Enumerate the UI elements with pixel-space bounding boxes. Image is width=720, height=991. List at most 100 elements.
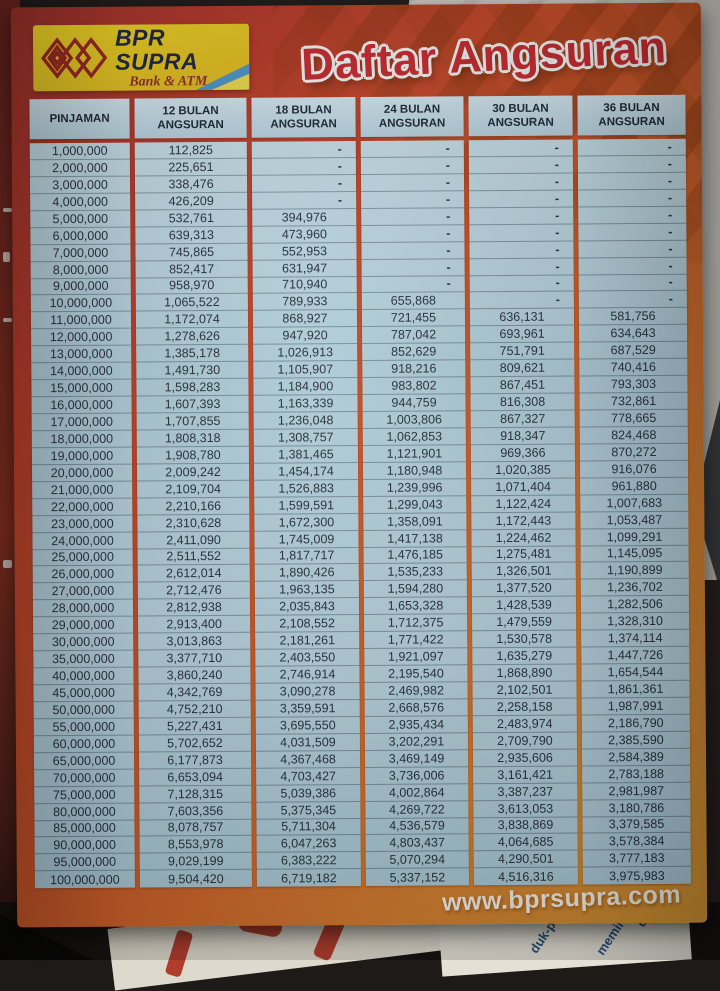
installment-cell: 751,791 <box>470 342 575 361</box>
installment-cell: 969,366 <box>470 444 575 463</box>
installment-cell: - <box>578 189 687 208</box>
column-header: 36 BULAN ANGSURAN <box>577 94 686 136</box>
installment-cell: 1,808,318 <box>136 429 249 448</box>
installment-cell: 4,752,210 <box>138 700 251 719</box>
installment-cell: 6,047,263 <box>256 835 361 854</box>
installment-cell: 1,172,443 <box>471 512 576 530</box>
installment-cell: 3,013,863 <box>138 632 251 651</box>
installment-cell: 655,868 <box>361 292 465 311</box>
installment-cell: 5,337,152 <box>389 870 446 885</box>
installment-cell: 1,180,948 <box>362 462 467 480</box>
installment-cell: 5,227,431 <box>138 717 251 736</box>
installment-cell: 3,161,421 <box>473 766 578 784</box>
installment-cell: 787,042 <box>362 326 466 345</box>
installment-cell: 1,299,043 <box>363 495 467 514</box>
installment-cell: - <box>577 155 686 174</box>
installment-cell: 3,469,149 <box>364 749 469 768</box>
installment-cell: 1,428,539 <box>471 596 577 615</box>
installment-cell: 3,838,869 <box>473 816 578 835</box>
installment-cell: - <box>578 206 687 225</box>
flyer: BPR SUPRA Bank & ATM Daftar Angsuran PIN… <box>10 2 708 928</box>
loan-amount-cell: 95,000,000 <box>34 853 135 872</box>
table-column: 24 BULAN ANGSURAN - - - - - - - - -655,868 721,455… <box>360 96 469 887</box>
installment-cell: 4,703,427 <box>256 767 361 786</box>
installment-cell: 852,629 <box>362 343 466 362</box>
installment-cell: 426,209 <box>135 192 248 211</box>
installment-cell: 2,109,704 <box>137 480 250 499</box>
loan-amount-cell: 9,000,000 <box>30 278 131 296</box>
loan-amount-cell: 7,000,000 <box>30 244 131 262</box>
installment-cell: 1,491,730 <box>136 361 249 380</box>
photo-scene: duk-pr memin dan BPR SUPRA Bank & ATM <box>0 0 720 960</box>
loan-amount-cell: 35,000,000 <box>33 650 134 669</box>
installment-cell: 1,476,185 <box>363 546 467 565</box>
installment-cell: 1,653,328 <box>363 597 468 616</box>
installment-cell: 1,712,375 <box>364 614 468 633</box>
installment-cell: 9,504,420 <box>168 871 224 887</box>
installment-cell: 634,643 <box>579 325 688 343</box>
installment-cell: 1,381,465 <box>253 445 358 464</box>
installment-cell: 983,802 <box>362 377 466 396</box>
loan-amount-cell: 27,000,000 <box>32 582 133 601</box>
installment-cell: 961,880 <box>580 477 689 496</box>
installment-cell: - <box>578 274 687 292</box>
installment-cell: - <box>578 257 687 275</box>
installment-cell: 1,654,544 <box>581 663 690 682</box>
loan-amount-cell: 16,000,000 <box>31 396 132 415</box>
installment-cell: 1,417,138 <box>363 529 467 548</box>
loan-amount-cell: 30,000,000 <box>33 633 134 652</box>
installment-cell: 1,817,717 <box>254 547 359 566</box>
installment-cell: 2,668,576 <box>364 699 468 717</box>
installment-cell: 7,128,315 <box>139 785 252 804</box>
installment-cell: 1,385,178 <box>136 345 249 363</box>
installment-cell: 1,479,559 <box>472 613 577 632</box>
loan-amount-cell: 24,000,000 <box>32 532 133 550</box>
installment-cell: 1,530,578 <box>472 630 577 649</box>
table-column-body: - - - -394,976 473,960 552,953 631,947 710,940 7… <box>251 141 361 887</box>
installment-cell: 581,756 <box>578 308 688 326</box>
installment-cell: 2,403,550 <box>255 649 360 667</box>
installment-cell: 710,940 <box>252 276 357 295</box>
loan-amount-cell: 8,000,000 <box>30 261 131 279</box>
installment-cell: 1,374,114 <box>581 629 690 648</box>
installment-cell: 947,920 <box>253 327 358 345</box>
installment-cell: 918,216 <box>362 360 466 379</box>
installment-cell: 1,308,757 <box>253 428 358 447</box>
installment-cell: - <box>361 241 465 260</box>
installment-cell: 8,078,757 <box>139 819 252 837</box>
installment-cell: 958,970 <box>135 277 248 295</box>
installment-cell: 1,065,522 <box>135 294 248 312</box>
installment-cell: 1,377,520 <box>471 579 576 598</box>
installment-cell: 2,102,501 <box>472 681 577 700</box>
installment-cell: 552,953 <box>252 242 357 261</box>
table-column-body: - - - - - - - - - -636,131 693,961 751,791 809,621 86… <box>468 139 578 886</box>
installment-cell: 1,145,095 <box>580 545 689 563</box>
installment-cell: - <box>360 174 465 192</box>
loan-amount-cell: 13,000,000 <box>31 345 132 364</box>
installment-cell: 1,282,506 <box>580 596 690 614</box>
column-header: 18 BULAN ANGSURAN <box>251 97 356 138</box>
loan-amount-cell: 19,000,000 <box>31 447 132 466</box>
loan-amount-cell: 3,000,000 <box>29 176 131 195</box>
installment-cell: 4,064,685 <box>473 833 578 852</box>
installment-cell: 3,736,006 <box>365 766 469 785</box>
installment-cell: 3,578,384 <box>582 833 691 851</box>
loan-amount-cell: 15,000,000 <box>31 379 132 398</box>
installment-cell: 1,594,280 <box>363 580 467 599</box>
installment-cell: 2,913,400 <box>138 616 251 634</box>
installment-cell: 1,224,462 <box>471 529 576 547</box>
installment-cell: - <box>361 275 465 294</box>
installment-cell: 2,746,914 <box>255 666 360 684</box>
installment-cell: 3,180,786 <box>582 799 691 817</box>
loan-amount-cell: 18,000,000 <box>31 430 132 449</box>
installment-cell: - <box>468 139 573 158</box>
installment-cell: 1,890,426 <box>254 564 359 583</box>
installment-cell: 532,761 <box>135 209 248 228</box>
loan-amount-cell: 50,000,000 <box>33 701 134 720</box>
installment-cell: 732,861 <box>579 392 688 411</box>
installment-cell: 5,711,304 <box>256 818 361 837</box>
installment-cell: 9,029,199 <box>139 853 252 871</box>
loan-amount-cell: 20,000,000 <box>31 464 133 483</box>
loan-amount-cell: 28,000,000 <box>32 599 134 618</box>
installment-cell: 1,607,393 <box>136 395 249 414</box>
